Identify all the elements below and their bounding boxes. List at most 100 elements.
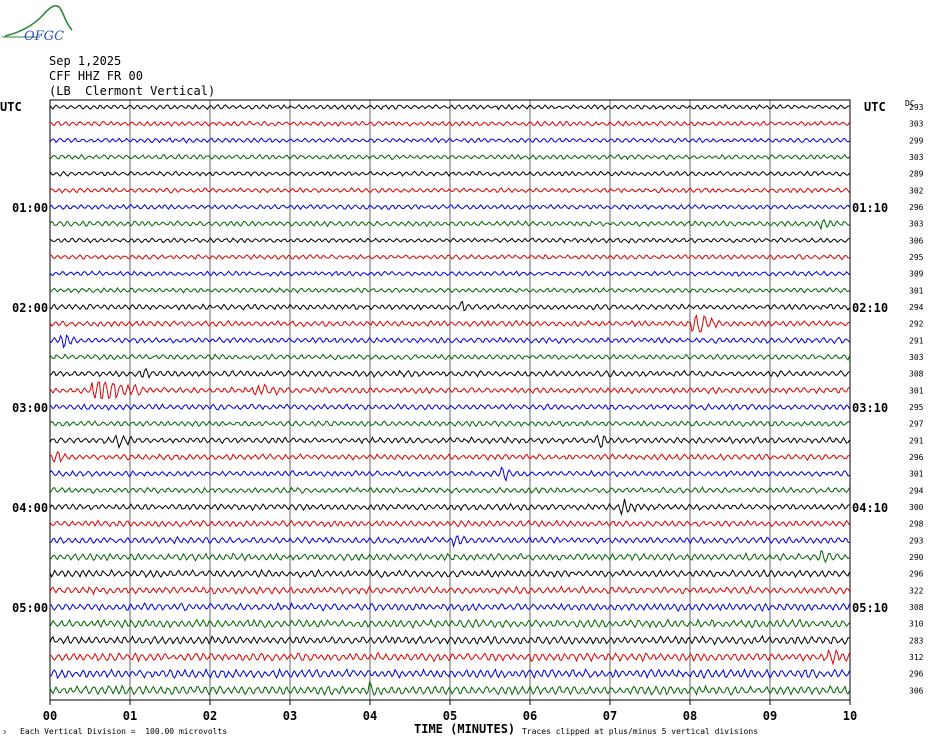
seismic-trace (49, 237, 850, 244)
right-time-label: 04:10 (852, 501, 888, 515)
dc-offset-label: 306 (909, 686, 924, 695)
dc-offset-label: 301 (909, 386, 924, 395)
seismic-trace (49, 568, 850, 579)
left-time-label: 05:00 (12, 601, 48, 615)
seismic-trace (49, 153, 850, 161)
dc-offset-label: 301 (909, 286, 924, 295)
seismic-trace (49, 314, 850, 333)
dc-offset-label: 295 (909, 403, 924, 412)
seismic-trace (49, 585, 850, 596)
seismic-trace (49, 498, 850, 517)
seismic-trace (49, 300, 850, 312)
right-utc-label: UTC (864, 100, 886, 114)
dc-offset-label: 293 (909, 536, 924, 545)
seismic-trace (49, 334, 850, 349)
dc-offset-label: 296 (909, 203, 924, 212)
dc-offset-label: 290 (909, 553, 924, 562)
dc-offset-label: 308 (909, 603, 924, 612)
dc-offset-label: 296 (909, 670, 924, 679)
x-tick-label: 02 (203, 709, 217, 723)
dc-offset-label: 294 (909, 486, 924, 495)
x-tick-label: 10 (843, 709, 857, 723)
seismic-trace (49, 618, 850, 629)
dc-offset-label: 303 (909, 120, 924, 129)
x-tick-label: 00 (43, 709, 57, 723)
dc-offset-label: 298 (909, 520, 924, 529)
ofgc-logo: OFGC (2, 5, 73, 44)
seismic-trace (49, 681, 850, 697)
seismic-trace (49, 549, 850, 564)
row-labels: 01:00 02:00 03:00 04:00 05:00 01:10 02:10 03:10… (12, 103, 924, 695)
dc-column-label: DC (905, 99, 915, 108)
x-tick-label: 01 (123, 709, 137, 723)
station-label: CFF HHZ FR 00 (49, 69, 143, 83)
seismic-trace (49, 287, 850, 294)
dc-offset-label: 303 (909, 153, 924, 162)
right-time-label: 05:10 (852, 601, 888, 615)
x-tick-label: 06 (523, 709, 537, 723)
corner-mark: ³ (2, 729, 7, 738)
dc-offset-label: 283 (909, 636, 924, 645)
vertical-grid (129, 100, 771, 700)
trace-group (49, 103, 850, 697)
left-utc-label: UTC (0, 100, 22, 114)
seismic-trace (49, 466, 850, 483)
logo-mountain-curve (4, 5, 73, 37)
left-time-label: 01:00 (12, 201, 48, 215)
right-time-label: 03:10 (852, 401, 888, 415)
seismic-trace (49, 367, 850, 379)
dc-offset-label: 303 (909, 220, 924, 229)
seismic-trace (49, 218, 850, 231)
dc-offset-label: 294 (909, 303, 924, 312)
seismic-trace (49, 402, 850, 411)
dc-offset-label: 296 (909, 453, 924, 462)
seismic-trace (49, 667, 850, 680)
seismic-trace (49, 634, 850, 646)
dc-offset-label: 291 (909, 436, 924, 445)
scale-note: Each Vertical Division = 100.00 microvol… (20, 727, 228, 736)
x-tick-label: 05 (443, 709, 457, 723)
seismic-trace (49, 381, 850, 400)
dc-offset-label: 289 (909, 170, 924, 179)
dc-offset-label: 322 (909, 586, 924, 595)
dc-offset-label: 295 (909, 253, 924, 262)
seismic-trace (49, 420, 850, 428)
right-time-label: 02:10 (852, 301, 888, 315)
seismic-trace (49, 270, 850, 277)
dc-offset-label: 292 (909, 320, 924, 329)
seismic-trace (49, 103, 850, 111)
seismic-trace (49, 253, 850, 261)
left-time-label: 03:00 (12, 401, 48, 415)
seismic-trace (49, 434, 850, 450)
dc-offset-label: 312 (909, 653, 924, 662)
x-tick-label: 03 (283, 709, 297, 723)
x-tick-label: 08 (683, 709, 697, 723)
dc-offset-label: 303 (909, 353, 924, 362)
x-tick-label: 09 (763, 709, 777, 723)
x-axis-title: TIME (MINUTES) (414, 722, 515, 736)
seismic-trace (49, 203, 850, 211)
seismic-trace (49, 649, 850, 666)
seismic-trace (49, 601, 850, 613)
x-tick-label: 04 (363, 709, 377, 723)
seismic-trace (49, 186, 850, 194)
dc-offset-label: 300 (909, 503, 924, 512)
dc-offset-label: 308 (909, 370, 924, 379)
seismic-trace (49, 120, 850, 127)
location-label: (LB Clermont Vertical) (49, 84, 216, 98)
dc-offset-label: 296 (909, 570, 924, 579)
dc-offset-label: 291 (909, 336, 924, 345)
seismic-trace (49, 519, 850, 528)
left-time-label: 04:00 (12, 501, 48, 515)
dc-offset-label: 293 (909, 103, 924, 112)
seismic-trace (49, 451, 850, 463)
seismic-trace (49, 137, 850, 144)
dc-offset-label: 297 (909, 420, 924, 429)
clip-note: Traces clipped at plus/minus 5 vertical … (522, 727, 759, 736)
dc-offset-label: 301 (909, 470, 924, 479)
dc-offset-label: 299 (909, 136, 924, 145)
seismic-trace (49, 486, 850, 495)
x-tick-label: 07 (603, 709, 617, 723)
right-time-label: 01:10 (852, 201, 888, 215)
